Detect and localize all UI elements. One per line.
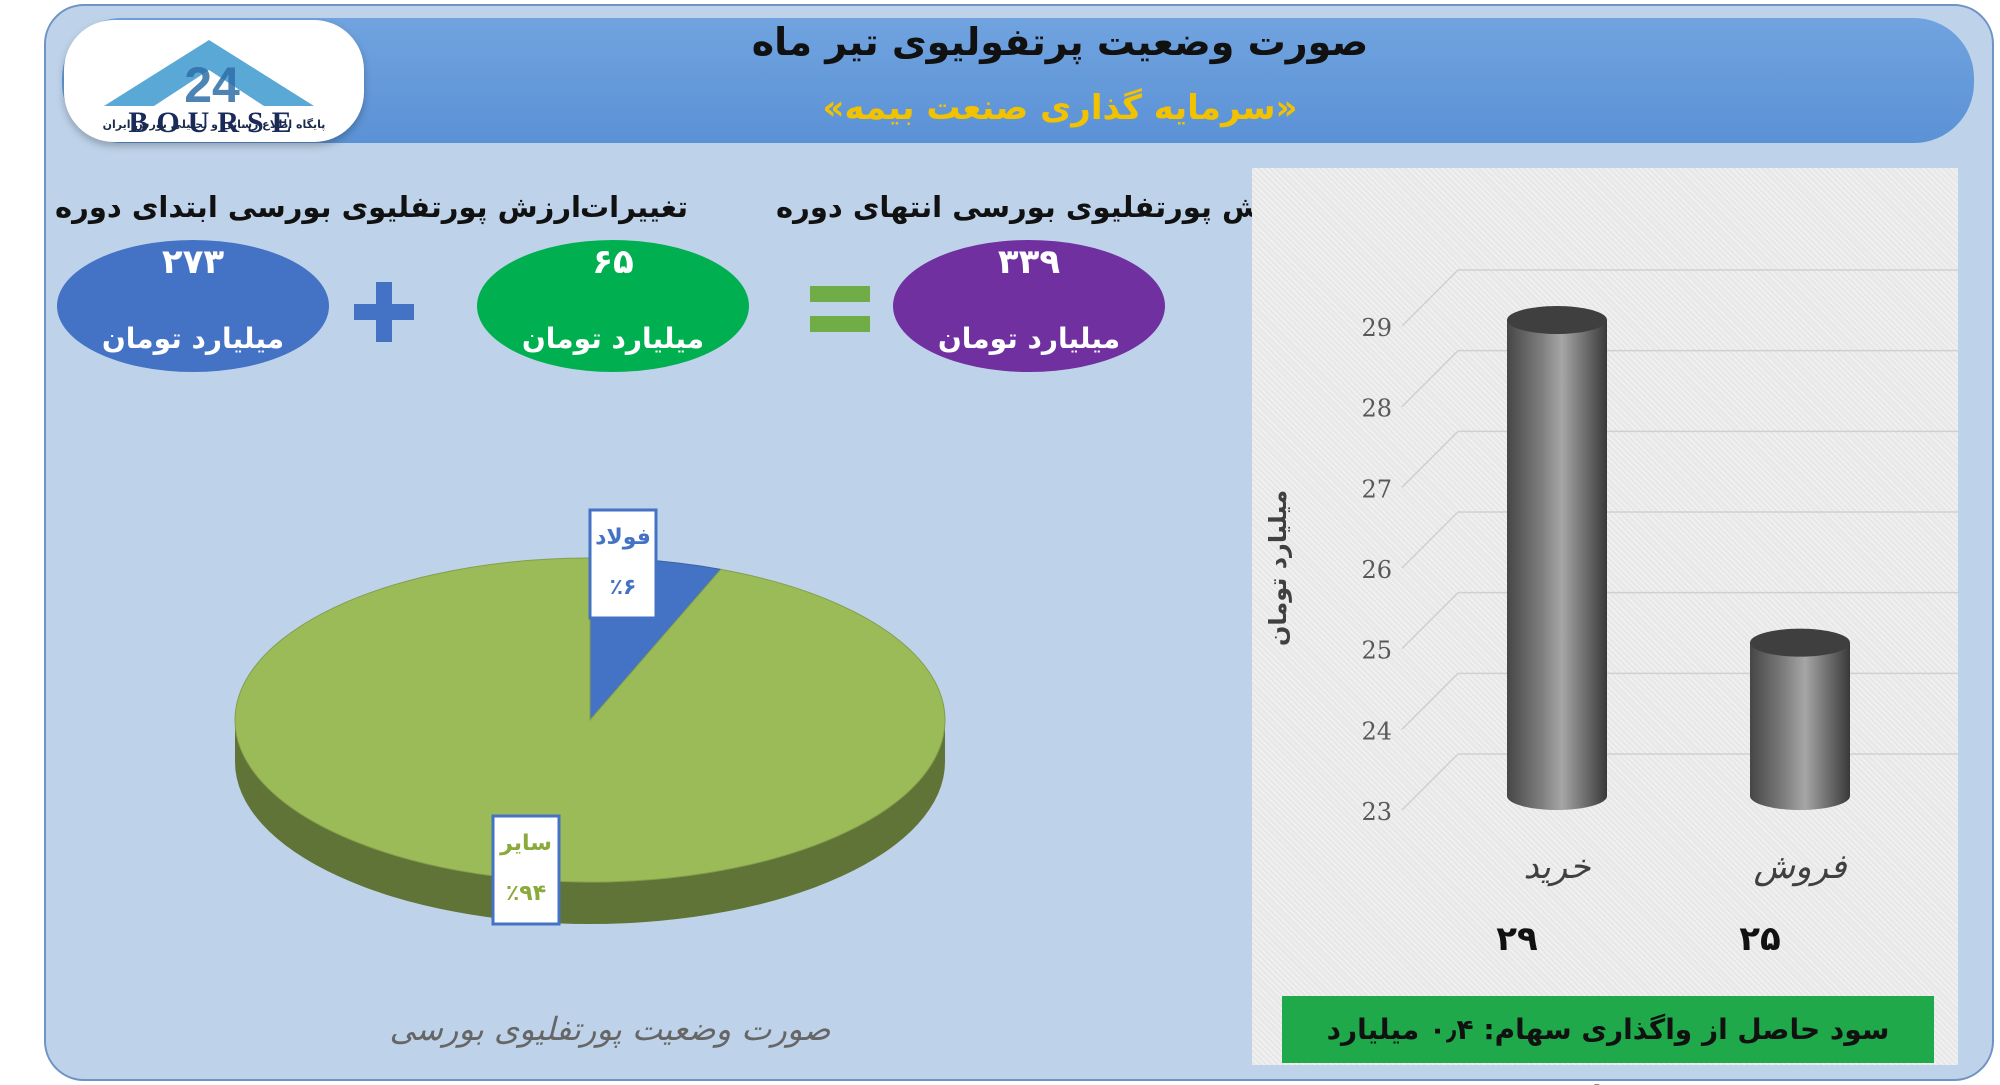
y-tick-label: 23 (1361, 798, 1392, 826)
logo-graphic: 24 BOURSE (104, 40, 314, 139)
plus-icon (354, 282, 414, 342)
pie-label-percent-2: ٪۹۴ (506, 881, 546, 906)
y-axis-title: میلیارد تومان (1264, 490, 1292, 646)
bar-value-label: ۲۵ (1739, 919, 1781, 959)
bar-cap-2 (1750, 628, 1850, 657)
gridline-side (1401, 672, 1459, 730)
start-value: ۲۷۳ (161, 242, 225, 282)
gridline-side (1401, 430, 1459, 488)
start-value-label: ارزش پورتفلیوی بورسی ابتدای دوره (55, 190, 581, 224)
end-unit: میلیارد تومان (937, 322, 1121, 355)
start-unit: میلیارد تومان (101, 322, 285, 355)
bar-chart: 23 24 25 26 27 28 29 میلیارد تومان خرید ۲۹ فروش ۲۵ (1264, 269, 1958, 959)
y-tick-label: 26 (1361, 556, 1392, 584)
y-tick-label: 24 (1361, 717, 1392, 745)
pie-label-box-2 (491, 814, 561, 926)
pie-chart: فولاد ٪۶ سایر ٪۹۴ (234, 508, 946, 926)
y-tick-label: 27 (1361, 475, 1392, 503)
gridline-side (1401, 592, 1459, 650)
start-value-bubble: ۲۷۳ میلیارد تومان (57, 240, 329, 372)
pie-label-name-2: سایر (499, 831, 552, 856)
bar-cap-1 (1507, 306, 1607, 334)
change-value: ۶۵ (592, 242, 634, 282)
change-unit: میلیارد تومان (521, 322, 705, 355)
pie-side (235, 720, 945, 924)
end-value: ۳۳۹ (997, 242, 1061, 282)
pie-label-box-1 (588, 508, 658, 620)
bar-value-label: ۲۹ (1496, 919, 1538, 959)
change-value-bubble: ۶۵ میلیارد تومان (477, 240, 749, 372)
logo-tagline: پایگاه اطلاع رسانی و تحلیلی بورس ایران (102, 118, 326, 131)
logo-wordmark: BOURSE (128, 106, 299, 139)
profit-note: سود حاصل از واگذاری سهام: ۰٫۴ میلیارد تو… (1282, 996, 1934, 1085)
pie-caption: صورت وضعیت پورتفلیوی بورسی (389, 1010, 831, 1048)
header-band (62, 18, 1974, 143)
end-value-label: ارزش پورتفلیوی بورسی انتهای دوره (776, 190, 1306, 224)
logo: 24 BOURSE (64, 20, 364, 142)
gridline-side (1401, 350, 1459, 408)
page-title: صورت وضعیت پرتفولیوی تیر ماه (751, 20, 1369, 64)
bar-2 (1750, 642, 1850, 810)
y-tick-label: 29 (1361, 314, 1392, 342)
page-subtitle: «سرمایه گذاری صنعت بیمه» (822, 88, 1298, 128)
bar-1 (1507, 320, 1607, 810)
logo-number: 24 (184, 57, 240, 113)
x-category-label: فروش (1754, 847, 1848, 887)
gridline-side (1401, 511, 1459, 569)
x-category-label: خرید (1523, 847, 1591, 887)
change-label: تغییرات (580, 190, 689, 224)
gridline-side (1401, 753, 1459, 811)
gridline-side (1401, 269, 1459, 327)
end-value-bubble: ۳۳۹ میلیارد تومان (893, 240, 1165, 372)
pie-label-percent-1: ٪۶ (610, 575, 637, 600)
y-tick-label: 25 (1361, 637, 1392, 665)
y-tick-label: 28 (1361, 395, 1392, 423)
pie-label-name-1: فولاد (595, 525, 651, 550)
equals-icon (810, 286, 870, 332)
